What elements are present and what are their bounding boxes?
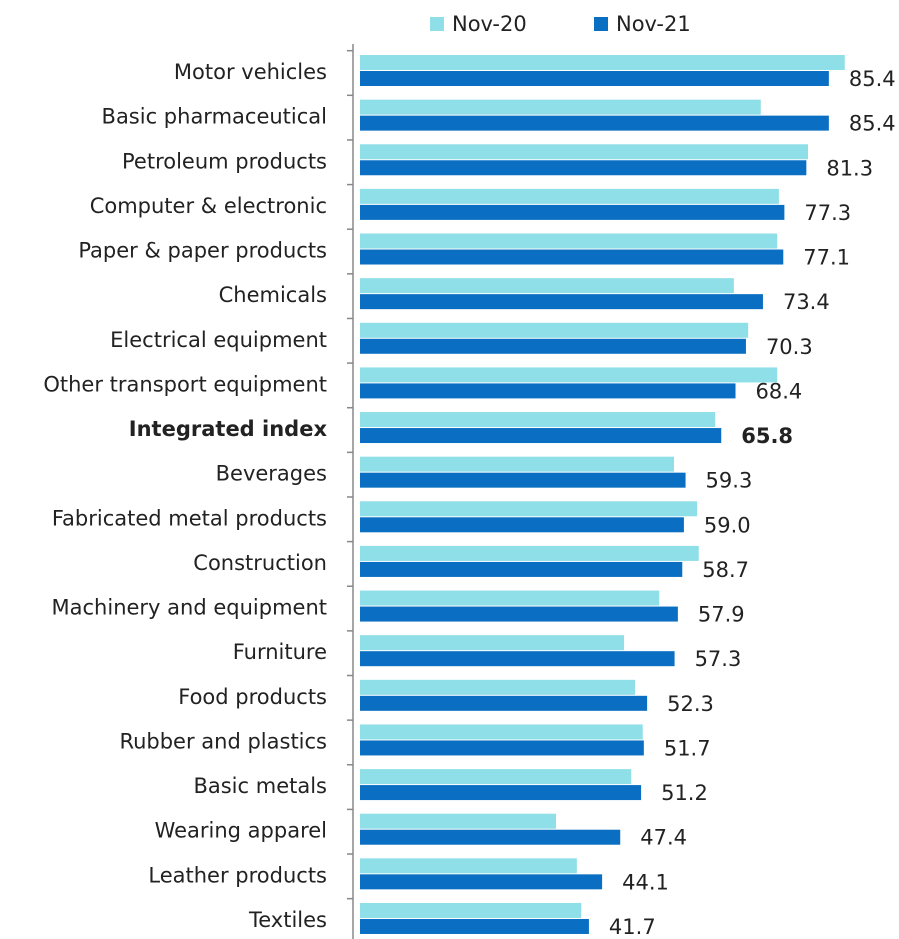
value-label: 68.4 bbox=[756, 379, 803, 403]
bar bbox=[360, 55, 845, 70]
bar bbox=[360, 160, 807, 176]
bar bbox=[360, 322, 749, 338]
legend-label: Nov-21 bbox=[616, 12, 691, 36]
value-label: 59.3 bbox=[706, 469, 753, 493]
category-label: Machinery and equipment bbox=[52, 596, 327, 620]
bar bbox=[360, 590, 660, 606]
value-label: 65.8 bbox=[741, 424, 793, 448]
bar bbox=[360, 338, 746, 354]
bar bbox=[360, 233, 778, 249]
legend-label: Nov-20 bbox=[452, 12, 527, 36]
category-label: Chemicals bbox=[219, 283, 327, 307]
category-label: Other transport equipment bbox=[43, 372, 327, 396]
value-label: 85.4 bbox=[849, 67, 896, 91]
category-label: Wearing apparel bbox=[155, 819, 327, 843]
value-label: 41.7 bbox=[609, 915, 656, 939]
bar bbox=[360, 71, 829, 86]
value-label: 85.4 bbox=[849, 112, 896, 136]
bar bbox=[360, 99, 761, 115]
category-label: Fabricated metal products bbox=[52, 506, 327, 530]
bar bbox=[360, 204, 785, 220]
bar bbox=[360, 545, 699, 561]
bar bbox=[360, 695, 648, 711]
bar bbox=[360, 918, 589, 934]
category-label: Food products bbox=[178, 685, 327, 709]
bar bbox=[360, 428, 722, 444]
bar bbox=[360, 472, 686, 488]
bar bbox=[360, 829, 621, 845]
value-label: 57.9 bbox=[698, 603, 745, 627]
bar bbox=[360, 278, 734, 294]
bar bbox=[360, 606, 678, 622]
bar bbox=[360, 813, 556, 829]
value-label: 47.4 bbox=[640, 826, 687, 850]
bar bbox=[360, 561, 683, 577]
bar bbox=[360, 874, 603, 890]
bar bbox=[360, 456, 675, 472]
bar bbox=[360, 144, 808, 160]
category-label: Computer & electronic bbox=[90, 194, 327, 218]
bar bbox=[360, 367, 778, 383]
category-label: Construction bbox=[193, 551, 327, 575]
category-label: Textiles bbox=[248, 908, 327, 932]
bar bbox=[360, 501, 698, 517]
value-label: 44.1 bbox=[622, 870, 669, 894]
category-label: Petroleum products bbox=[122, 149, 327, 173]
bar bbox=[360, 635, 625, 651]
bar bbox=[360, 517, 684, 533]
category-label: Beverages bbox=[216, 462, 327, 486]
bar bbox=[360, 651, 675, 667]
value-label: 77.3 bbox=[804, 201, 851, 225]
bar bbox=[360, 769, 632, 785]
bar bbox=[360, 249, 784, 265]
category-label: Leather products bbox=[148, 863, 327, 887]
bar bbox=[360, 679, 636, 695]
legend-swatch bbox=[594, 17, 608, 31]
bar bbox=[360, 724, 643, 740]
category-label: Paper & paper products bbox=[78, 239, 327, 263]
category-label: Basic pharmaceutical bbox=[102, 105, 327, 129]
bar bbox=[360, 858, 577, 874]
value-label: 58.7 bbox=[702, 558, 749, 582]
bar bbox=[360, 785, 642, 801]
value-label: 81.3 bbox=[826, 156, 873, 180]
value-label: 51.2 bbox=[661, 781, 708, 805]
bar bbox=[360, 740, 644, 756]
value-label: 70.3 bbox=[766, 335, 813, 359]
legend-swatch bbox=[430, 17, 444, 31]
category-label: Electrical equipment bbox=[110, 328, 327, 352]
category-label: Integrated index bbox=[129, 417, 328, 441]
bar bbox=[360, 115, 829, 131]
category-label: Furniture bbox=[233, 640, 327, 664]
value-label: 77.1 bbox=[803, 246, 850, 270]
value-label: 73.4 bbox=[783, 290, 830, 314]
category-label: Basic metals bbox=[193, 774, 327, 798]
bar bbox=[360, 294, 763, 310]
category-label: Rubber and plastics bbox=[119, 729, 327, 753]
value-label: 52.3 bbox=[667, 692, 714, 716]
category-label: Motor vehicles bbox=[174, 60, 327, 84]
value-label: 59.0 bbox=[704, 513, 751, 537]
bar bbox=[360, 188, 779, 204]
bar bbox=[360, 383, 736, 399]
bar bbox=[360, 412, 716, 428]
value-label: 51.7 bbox=[664, 736, 711, 760]
value-label: 57.3 bbox=[695, 647, 742, 671]
bar bbox=[360, 902, 582, 918]
